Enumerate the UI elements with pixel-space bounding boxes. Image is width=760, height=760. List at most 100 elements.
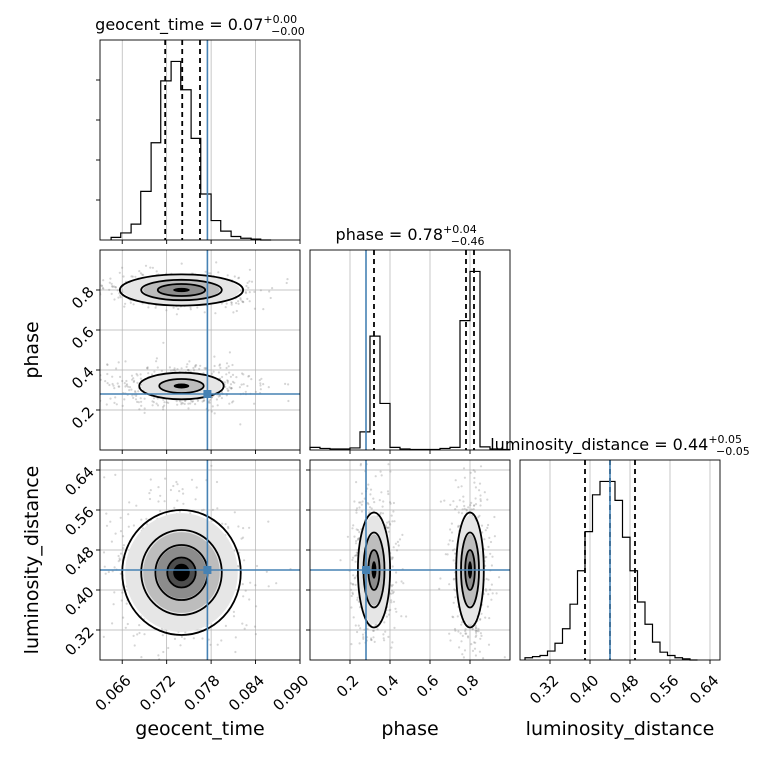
sample-point (391, 592, 394, 595)
sample-point (96, 392, 98, 394)
sample-point (392, 501, 395, 505)
sample-point (202, 508, 205, 511)
sample-point (195, 486, 198, 489)
sample-point (191, 400, 195, 403)
sample-point (226, 274, 229, 277)
gridlines (349, 250, 471, 450)
sample-point (455, 505, 458, 508)
sample-point (355, 554, 358, 557)
sample-point (117, 296, 120, 299)
sample-point (360, 679, 362, 681)
sample-point (457, 511, 460, 514)
sample-point (146, 366, 149, 370)
sample-point (372, 629, 375, 632)
sample-point (227, 389, 230, 392)
sample-point (133, 644, 136, 647)
sample-point (111, 285, 114, 288)
sample-point (178, 510, 181, 513)
y-tick-label: 0.8 (68, 283, 98, 313)
sample-point (474, 503, 478, 506)
panel-frame (99, 249, 301, 451)
sample-point (248, 374, 251, 378)
sample-point (181, 402, 184, 405)
sample-point (112, 384, 115, 387)
sample-point (242, 383, 245, 386)
sample-point (198, 367, 201, 370)
sample-point (144, 264, 148, 267)
sample-point (118, 557, 121, 560)
sample-point (391, 641, 394, 644)
sample-point (218, 363, 222, 366)
sample-point (350, 643, 353, 646)
sample-point (101, 286, 104, 290)
sample-point (242, 373, 245, 376)
sample-point (479, 637, 482, 640)
sample-point (123, 305, 126, 308)
sample-point (359, 464, 362, 467)
sample-point (134, 275, 137, 278)
sample-point (457, 524, 460, 528)
sample-point (359, 627, 362, 630)
sample-point (474, 626, 477, 630)
sample-point (473, 481, 476, 484)
sample-point (114, 473, 117, 476)
sample-point (135, 372, 138, 376)
sample-point (204, 367, 207, 370)
sample-point (86, 281, 88, 283)
y-axis-label-luminosity-distance: luminosity_distance (21, 466, 43, 655)
sample-point (117, 554, 120, 558)
sample-point (148, 492, 151, 495)
sample-point (473, 476, 476, 480)
sample-point (119, 294, 122, 297)
sample-point (202, 667, 204, 669)
sample-point (354, 576, 357, 579)
sample-point (109, 520, 112, 523)
sample-point (136, 381, 139, 384)
sample-point (148, 497, 152, 501)
sample-point (352, 574, 355, 577)
sample-point (250, 280, 254, 283)
panel-hist-luminosity-distance: 0.32 0.40 0.48 0.56 0.64 (519, 459, 722, 708)
sample-point (232, 311, 235, 314)
sample-point (381, 512, 385, 515)
sample-point (118, 558, 121, 562)
x-axis-label-geocent-time: geocent_time (135, 718, 264, 740)
sample-point (143, 633, 146, 636)
sample-point (227, 365, 230, 368)
gridlines (121, 40, 256, 240)
sample-point (97, 584, 99, 586)
sample-point (503, 656, 506, 659)
sample-point (372, 497, 375, 500)
sample-point (180, 635, 183, 639)
sample-point (230, 301, 233, 304)
sample-point (133, 379, 136, 382)
contour-line (140, 529, 223, 616)
sample-point (400, 580, 403, 583)
sample-point (244, 390, 247, 393)
sample-point (374, 453, 376, 455)
sample-point (478, 489, 481, 492)
sample-point (122, 547, 125, 550)
sample-point (490, 583, 493, 586)
sample-point (382, 633, 385, 636)
sample-point (111, 622, 114, 625)
sample-point (192, 366, 195, 370)
sample-point (463, 504, 466, 508)
sample-point (401, 533, 404, 537)
sample-point (390, 646, 393, 649)
sample-point (187, 368, 190, 372)
sample-point (210, 464, 213, 467)
sample-point (477, 627, 480, 631)
histogram-geocent-time (110, 60, 272, 241)
sample-point (176, 499, 179, 502)
sample-point (456, 615, 459, 618)
y-axis-label-phase: phase (21, 321, 43, 378)
sample-point (355, 509, 358, 512)
sample-point (454, 596, 457, 599)
sample-point (446, 553, 449, 556)
sample-point (189, 402, 192, 405)
sample-point (350, 594, 353, 598)
sample-point (474, 486, 477, 489)
sample-point (170, 664, 172, 666)
sample-point (233, 275, 236, 278)
